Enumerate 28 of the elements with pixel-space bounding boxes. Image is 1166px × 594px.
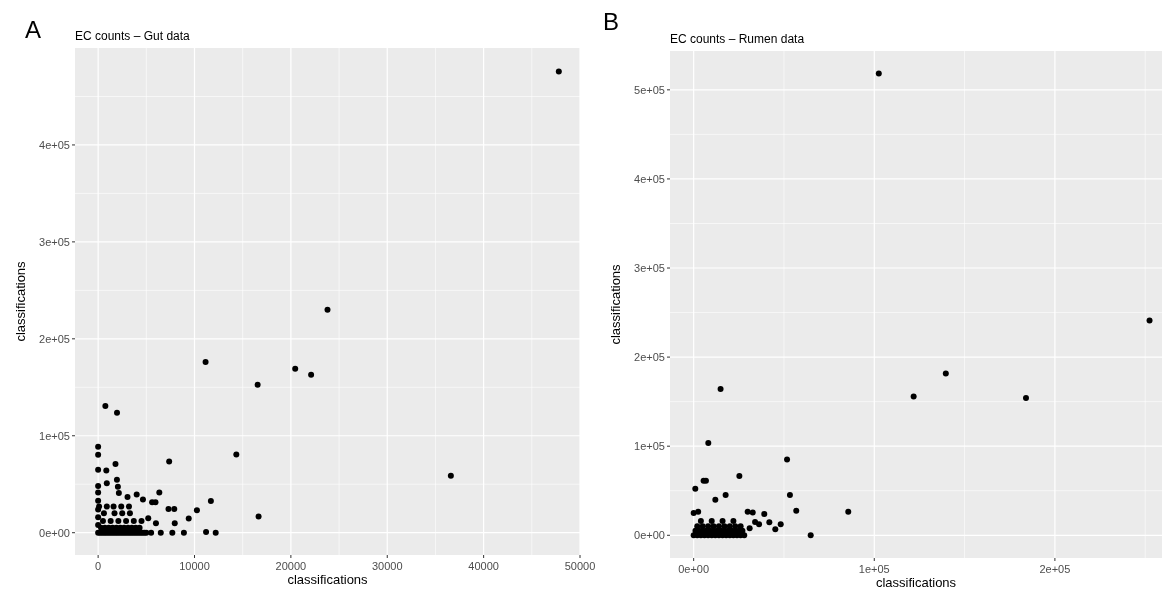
y-axis-title: classifications: [608, 263, 623, 345]
chart-title: EC counts – Rumen data: [670, 32, 805, 46]
x-tick-label: 0e+00: [678, 563, 710, 575]
y-tick-label: 3e+05: [39, 235, 70, 248]
y-tick-label: 1e+05: [634, 440, 665, 453]
y-tick-label: 4e+05: [39, 138, 70, 151]
y-tick-label: 3e+05: [634, 261, 665, 274]
y-tick-label: 1e+05: [39, 429, 70, 442]
chart-title: EC counts – Gut data: [75, 29, 191, 43]
x-tick-label: 30000: [371, 560, 403, 572]
text: A: [25, 16, 42, 43]
x-tick-label: 10000: [179, 560, 210, 572]
text: B: [603, 8, 620, 35]
y-tick-label: 5e+05: [634, 83, 665, 96]
x-tick-label: 40000: [468, 560, 499, 572]
x-tick-label: 20000: [275, 560, 307, 572]
x-tick-label: 2e+05: [1039, 563, 1071, 575]
y-tick-label: 0e+00: [39, 526, 70, 539]
x-tick-label: 1e+05: [858, 563, 890, 575]
y-tick-label: 2e+05: [634, 350, 665, 363]
x-tick-label: 50000: [564, 560, 596, 572]
y-tick-label: 4e+05: [634, 172, 665, 185]
y-tick-label: 2e+05: [39, 332, 70, 345]
x-axis-title: classifications: [287, 572, 369, 587]
x-axis-title: classifications: [875, 575, 957, 590]
x-tick-label: 0: [95, 560, 102, 572]
y-axis-title: classifications: [13, 260, 28, 342]
y-tick-label: 0e+00: [634, 529, 665, 542]
